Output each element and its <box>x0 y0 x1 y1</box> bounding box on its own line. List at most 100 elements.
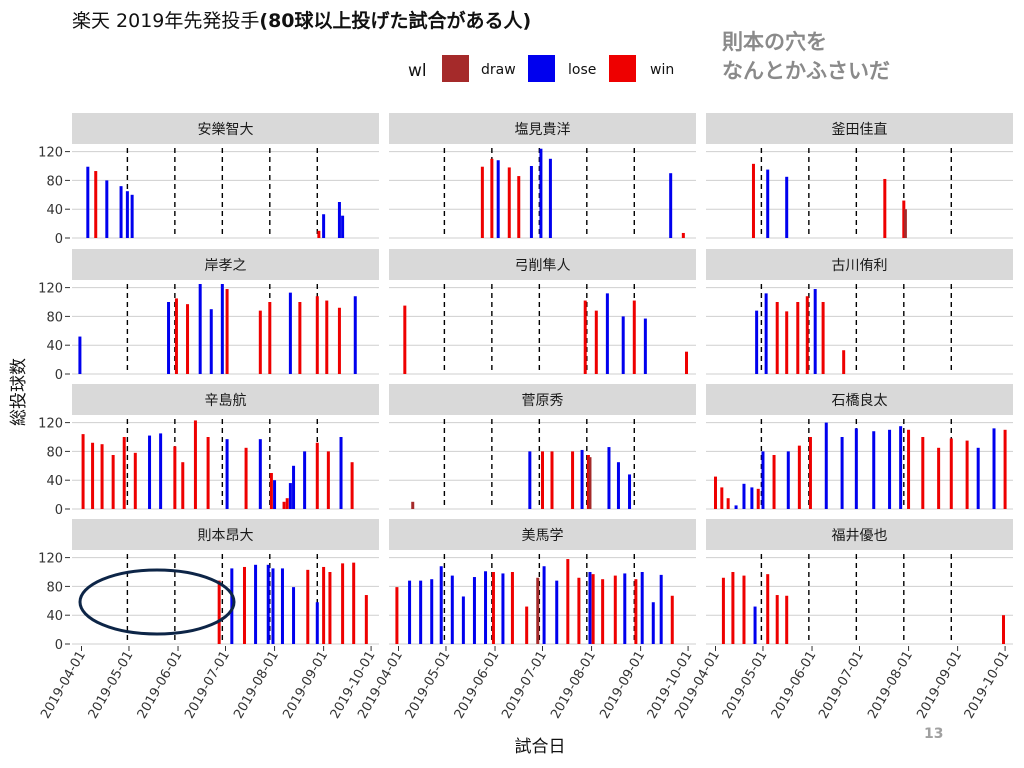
bar-lose <box>753 606 757 644</box>
bar-win <box>352 562 356 644</box>
bar-win <box>681 232 685 238</box>
facet-panel: 辛島航 0 40 80 120 <box>38 384 379 518</box>
facet-label: 辛島航 <box>205 393 247 409</box>
bar-win <box>186 304 190 374</box>
bar-win <box>772 455 776 509</box>
bar-lose <box>992 428 996 509</box>
bar-win <box>122 437 126 509</box>
bar-lose <box>419 580 423 644</box>
y-tick-label: 40 <box>46 474 63 489</box>
bar-lose <box>280 568 284 644</box>
bar-win <box>541 451 544 509</box>
facet-label: 石橋良太 <box>832 393 888 409</box>
bar-win <box>364 595 368 644</box>
facet-panel: 菅原秀 <box>389 384 696 510</box>
highlight-ellipse <box>78 568 236 636</box>
facet-strip <box>706 384 1013 415</box>
bar-win <box>550 451 554 509</box>
bar-lose <box>766 169 770 238</box>
bar-win <box>100 444 104 509</box>
bar-win <box>907 429 911 509</box>
legend-key-draw <box>442 55 469 82</box>
bar-win <box>181 462 185 509</box>
facet-strip <box>389 113 696 144</box>
bar-win <box>133 452 137 509</box>
bar-lose <box>258 439 262 509</box>
bar-lose <box>623 573 627 644</box>
bar-win <box>517 176 521 238</box>
bar-win <box>350 462 354 509</box>
bar-win <box>731 572 735 644</box>
x-tick-label: 2019-09-01 <box>914 649 965 722</box>
bar-win <box>285 498 289 509</box>
facet-label: 美馬学 <box>522 528 564 544</box>
bar-lose <box>341 215 345 238</box>
bar-win <box>242 566 246 644</box>
bar-win <box>341 563 345 644</box>
bar-draw <box>411 501 415 509</box>
bar-win <box>325 300 329 374</box>
facet-label: 安樂智大 <box>198 121 254 138</box>
facet-strip <box>706 249 1013 280</box>
x-tick-label: 2019-10-01 <box>962 649 1013 722</box>
bar-lose <box>105 180 109 238</box>
bar-lose <box>130 194 134 238</box>
bar-win <box>775 302 779 374</box>
bar-win <box>1002 615 1006 644</box>
bar-lose <box>529 166 533 238</box>
bar-win <box>258 310 262 374</box>
bar-lose <box>621 316 625 374</box>
bar-lose <box>761 451 765 509</box>
facet-panel: 則本昂大 0 40 80 120 <box>38 519 379 653</box>
annotation-line-2: なんとかふさいだ <box>722 59 890 83</box>
page-number: 13 <box>924 726 944 742</box>
bar-win <box>306 569 310 644</box>
bar-win <box>298 302 302 374</box>
bar-win <box>775 595 779 644</box>
bar-win <box>491 572 495 644</box>
facet-panel: 古川侑利 <box>706 249 1013 375</box>
bar-lose <box>651 602 655 644</box>
bar-win <box>685 351 689 374</box>
bar-lose <box>472 577 476 644</box>
x-tick-label: 2019-07-01 <box>499 649 550 722</box>
chart-title: 楽天 2019年先発投手(80球以上投げた試合がある人) <box>72 6 531 33</box>
bar-win <box>174 298 178 374</box>
y-tick-label: 40 <box>46 609 63 624</box>
bar-lose <box>501 573 505 644</box>
bar-win <box>805 296 809 374</box>
bar-lose <box>785 176 789 238</box>
facet-panel: 塩見貴洋 <box>389 113 696 239</box>
bar-win <box>902 200 906 238</box>
bar-win <box>594 310 598 374</box>
bar-win <box>269 473 273 509</box>
bar-win <box>403 305 407 374</box>
bar-lose <box>976 447 980 509</box>
bar-lose <box>528 451 532 509</box>
bar-win <box>949 438 953 509</box>
x-tick-label: 2019-08-01 <box>548 649 599 722</box>
legend-key-win <box>609 55 636 82</box>
facet-label: 古川侑利 <box>832 258 888 274</box>
facet-strip <box>706 519 1013 550</box>
x-tick-label: 2019-08-01 <box>865 649 916 722</box>
bar-win <box>742 575 746 644</box>
facet-panel: 美馬学 <box>389 519 696 645</box>
y-tick-label: 80 <box>46 310 63 325</box>
bar-lose <box>854 428 858 509</box>
bar-lose <box>786 451 790 509</box>
bar-win <box>796 302 800 374</box>
bar-lose <box>292 587 296 644</box>
bar-lose <box>78 336 82 374</box>
bar-lose <box>669 173 673 238</box>
bar-lose <box>542 566 546 644</box>
bar-lose <box>273 480 277 509</box>
bar-win <box>507 167 511 238</box>
bar-win <box>670 595 674 644</box>
bar-win <box>337 307 341 374</box>
bar-lose <box>628 474 632 509</box>
bar-win <box>315 296 319 374</box>
bar-lose <box>292 465 296 509</box>
y-tick-label: 40 <box>46 339 63 354</box>
